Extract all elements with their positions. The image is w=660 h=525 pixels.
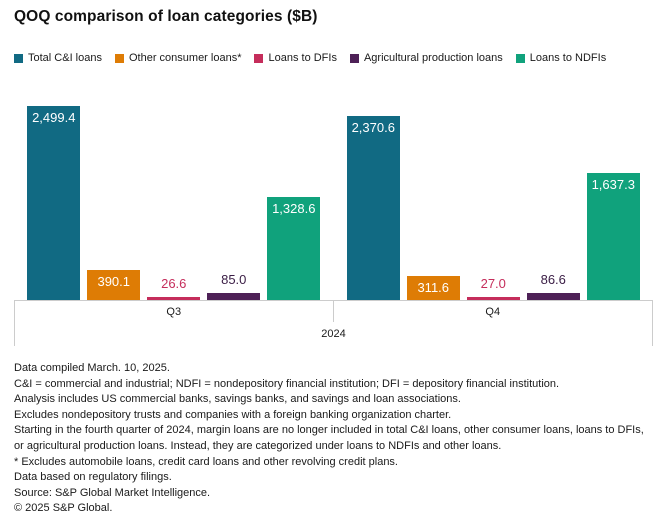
bar-q3-series-4: 1,328.6: [267, 197, 321, 300]
legend-item-2: Loans to DFIs: [254, 52, 337, 64]
bar-q3-series-3: 85.0: [207, 273, 261, 300]
footnote-line-6: Data based on regulatory filings.: [14, 471, 172, 484]
legend-item-1: Other consumer loans*: [114, 52, 242, 64]
bar-group-q3: 2,499.4 390.1 26.6 85.0 1,328.6: [14, 95, 334, 300]
x-axis-label-q3: Q3: [15, 301, 334, 322]
bar-q4-series-2: 27.0: [466, 277, 520, 300]
bar-value-label: 2,370.6: [351, 120, 395, 135]
bar-value-label: 311.6: [417, 280, 450, 295]
bar-value-label: 26.6: [161, 276, 187, 291]
bar-value-label: 27.0: [480, 276, 506, 291]
x-axis-year-label: 2024: [14, 322, 653, 346]
legend-label: Total C&I loans: [28, 52, 102, 64]
plot-area: 2,499.4 390.1 26.6 85.0 1,328.6 2,370.6 311.6 2…: [14, 95, 653, 301]
legend: Total C&I loans Other consumer loans* Loan…: [14, 52, 656, 64]
bar-value-label: 86.6: [540, 272, 566, 287]
legend-label: Other consumer loans*: [128, 52, 242, 64]
footnote-line-0: Data compiled March. 10, 2025.: [14, 362, 170, 374]
bar-value-label: 2,499.4: [32, 110, 76, 125]
bar-value-label: 390.1: [97, 274, 131, 289]
x-axis-label-q4: Q4: [485, 305, 501, 318]
bar-q3-series-2: 26.6: [147, 277, 201, 300]
footnote-line-1: C&I = commercial and industrial; NDFI = …: [14, 377, 560, 390]
legend-label: Agricultural production loans: [363, 52, 503, 64]
legend-label: Loans to NDFIs: [529, 52, 607, 64]
footnote-line-8: © 2025 S&P Global.: [14, 502, 113, 515]
legend-swatch-icon: [515, 53, 525, 63]
legend-item-3: Agricultural production loans: [349, 52, 503, 64]
legend-item-4: Loans to NDFIs: [515, 52, 607, 64]
footnote-line-4: Starting in the fourth quarter of 2024, …: [14, 424, 644, 452]
legend-swatch-icon: [254, 53, 264, 63]
legend-swatch-icon: [349, 53, 359, 63]
x-axis-quarters: Q3 Q4: [14, 301, 653, 322]
bar-value-label: 85.0: [221, 272, 247, 287]
footnote-line-7: Source: S&P Global Market Intelligence.: [14, 486, 211, 499]
legend-label: Loans to DFIs: [268, 52, 337, 64]
footnote-line-5: * Excludes automobile loans, credit card…: [14, 455, 398, 468]
footnote-line-3: Excludes nondepository trusts and compan…: [14, 408, 452, 421]
footnotes: Data compiled March. 10, 2025. C&I = comm…: [14, 361, 654, 517]
bar-value-label: 1,637.3: [591, 177, 635, 192]
legend-swatch-icon: [114, 53, 124, 63]
chart-title: QOQ comparison of loan categories ($B): [14, 8, 318, 25]
bar-q3-series-0: 2,499.4: [27, 106, 81, 300]
bar-q4-series-0: 2,370.6: [346, 116, 400, 300]
bar-value-label: 1,328.6: [272, 201, 316, 216]
bar-group-q4: 2,370.6 311.6 27.0 86.6 1,637.3: [334, 95, 654, 300]
bar-q3-series-1: 390.1: [87, 270, 141, 300]
legend-item-0: Total C&I loans: [14, 52, 102, 64]
bar-q4-series-3: 86.6: [526, 273, 580, 300]
legend-swatch-icon: [14, 53, 23, 63]
footnote-line-2: Analysis includes US commercial banks, s…: [14, 393, 461, 406]
bar-q4-series-1: 311.6: [406, 276, 460, 300]
bar-q4-series-4: 1,637.3: [586, 173, 640, 300]
